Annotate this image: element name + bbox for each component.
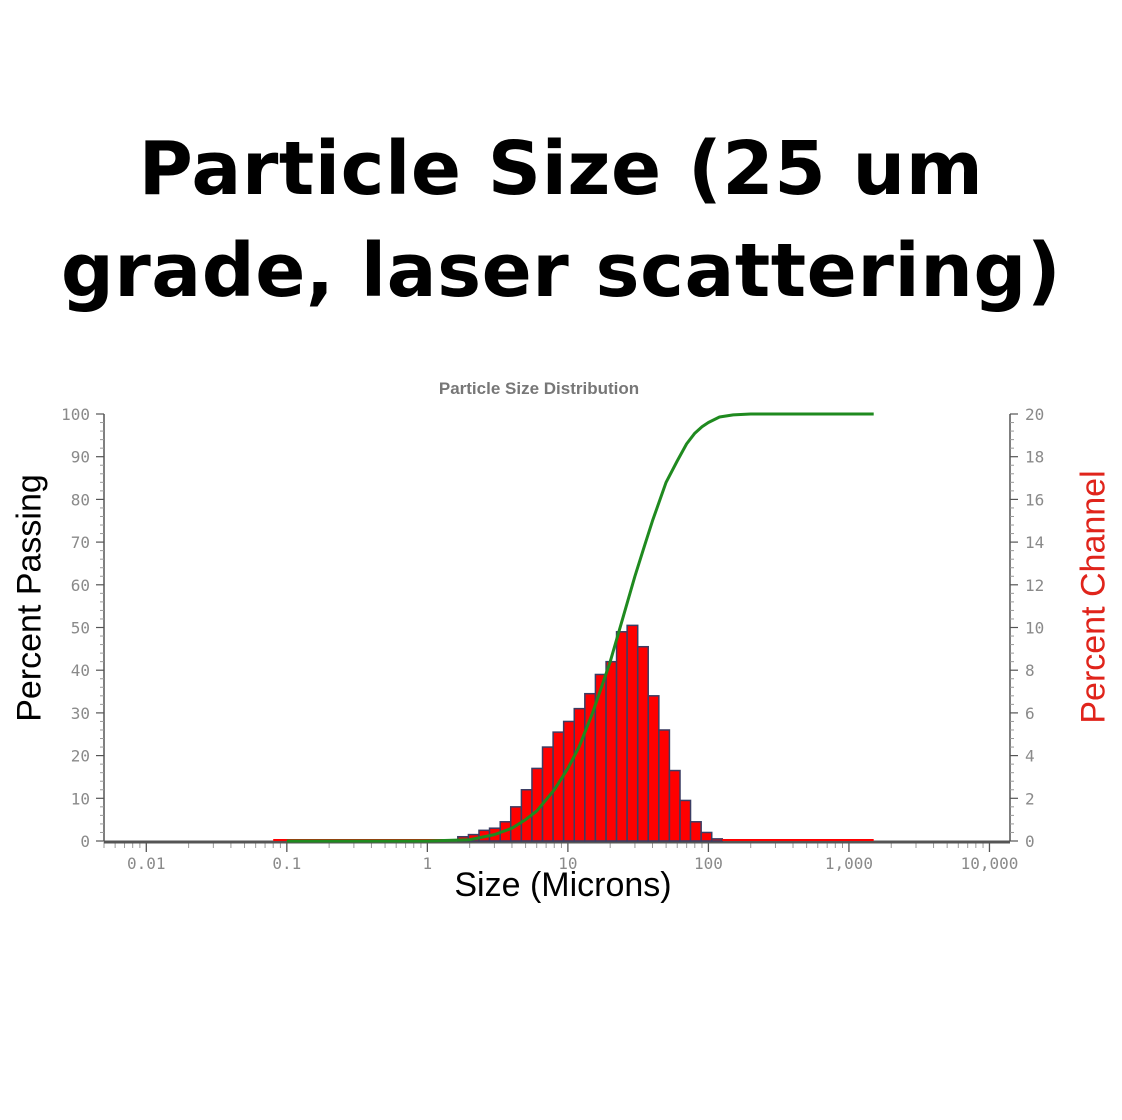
y-tick-label-right: 2	[1025, 789, 1035, 808]
x-tick-label: 1	[423, 854, 433, 873]
histogram-bar	[679, 799, 692, 842]
tick-labels: 0 10 20 30 40 50 60 70 80 90 100 0 2 4 6 8 10 12 14 16 18 20 0…	[61, 405, 1044, 873]
y-tick-label-right: 4	[1025, 747, 1035, 766]
y-axis-label-left: Percent Passing	[10, 474, 49, 722]
headline-line-2: grade, laser scattering)	[60, 228, 1062, 314]
headline-line-1: Particle Size (25 um	[138, 126, 984, 212]
histogram-bar	[573, 707, 586, 842]
y-tick-label-right: 10	[1025, 619, 1044, 638]
y-tick-label-left: 100	[61, 405, 90, 424]
y-tick-label-left: 0	[80, 832, 90, 851]
histogram-bar	[562, 720, 576, 842]
y-tick-label-left: 30	[71, 704, 90, 723]
x-tick-label: 1,000	[825, 854, 873, 873]
histogram-bar	[605, 660, 618, 842]
y-tick-label-left: 40	[71, 661, 90, 680]
y-tick-label-right: 8	[1025, 661, 1035, 680]
y-tick-label-left: 70	[71, 533, 90, 552]
x-tick-label: 10	[558, 854, 577, 873]
y-tick-label-left: 50	[71, 619, 90, 638]
histogram-bar	[615, 631, 628, 842]
histogram-bar	[647, 695, 660, 842]
y-tick-label-right: 16	[1025, 490, 1044, 509]
page-headline: Particle Size (25 um grade, laser scatte…	[0, 118, 1122, 322]
histogram-bar	[710, 838, 724, 842]
x-tick-label: 0.1	[272, 854, 301, 873]
y-tick-label-left: 10	[71, 789, 90, 808]
x-tick-label: 100	[694, 854, 723, 873]
y-axis-label-right: Percent Channel	[1074, 470, 1113, 724]
histogram-bar	[689, 821, 702, 842]
y-tick-label-left: 90	[71, 448, 90, 467]
y-tick-label-left: 60	[71, 576, 90, 595]
histogram-bars	[273, 624, 874, 842]
histogram-bar	[636, 645, 649, 842]
y-tick-label-right: 6	[1025, 704, 1035, 723]
histogram-bar	[668, 769, 681, 842]
y-tick-label-right: 20	[1025, 405, 1044, 424]
particle-size-chart: Particle Size Distribution 0102030405060…	[61, 379, 1044, 873]
histogram-bar	[626, 624, 639, 842]
cumulative-curve	[286, 412, 874, 843]
x-tick-label: 10,000	[961, 854, 1019, 873]
chart-title: Particle Size Distribution	[439, 379, 639, 398]
y-tick-label-left: 20	[71, 747, 90, 766]
y-tick-label-right: 14	[1025, 533, 1044, 552]
y-tick-label-right: 18	[1025, 448, 1044, 467]
y-tick-label-right: 0	[1025, 832, 1035, 851]
x-tick-label: 0.01	[127, 854, 166, 873]
y-tick-label-right: 12	[1025, 576, 1044, 595]
histogram-bar	[700, 831, 713, 842]
cumulative-passing-line	[286, 412, 874, 843]
histogram-bar	[658, 729, 671, 842]
y-tick-label-left: 80	[71, 490, 90, 509]
x-axis-label: Size (Microns)	[454, 866, 672, 904]
